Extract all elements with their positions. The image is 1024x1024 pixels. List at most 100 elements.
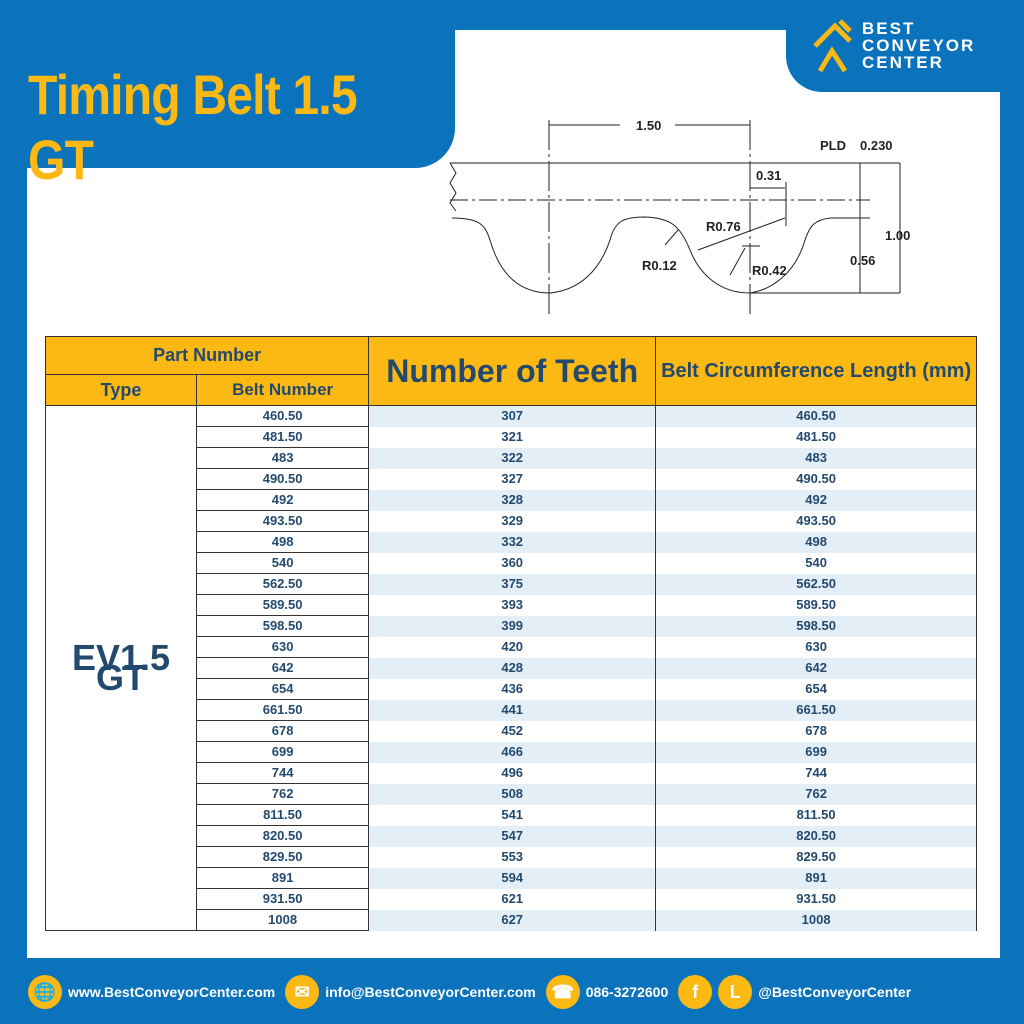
length-cell: 744 bbox=[655, 762, 977, 784]
belt-number-cell: 492 bbox=[195, 489, 370, 511]
email-icon: ✉ bbox=[285, 975, 320, 1009]
svg-text:1.50: 1.50 bbox=[636, 118, 661, 133]
length-cell: 498 bbox=[655, 531, 977, 553]
email-link[interactable]: info@BestConveyorCenter.com bbox=[325, 984, 536, 1000]
belt-number-cell: 699 bbox=[195, 741, 370, 763]
teeth-cell: 553 bbox=[368, 846, 657, 868]
phone-number[interactable]: 086-3272600 bbox=[585, 984, 669, 1000]
length-cell: 589.50 bbox=[655, 594, 977, 616]
line-icon[interactable]: L bbox=[718, 975, 753, 1009]
table-row: 498 332 498 bbox=[46, 531, 977, 553]
table-row: 829.50 553 829.50 bbox=[46, 846, 977, 868]
svg-text:0.56: 0.56 bbox=[850, 253, 875, 268]
teeth-cell: 327 bbox=[368, 468, 657, 490]
belt-number-cell: 481.50 bbox=[195, 426, 370, 448]
length-cell: 630 bbox=[655, 636, 977, 658]
teeth-cell: 466 bbox=[368, 741, 657, 763]
logo-icon bbox=[813, 19, 852, 73]
length-cell: 490.50 bbox=[655, 468, 977, 490]
teeth-cell: 496 bbox=[368, 762, 657, 784]
teeth-cell: 307 bbox=[368, 405, 657, 427]
table-row: 481.50 321 481.50 bbox=[46, 426, 977, 448]
teeth-cell: 332 bbox=[368, 531, 657, 553]
belt-number-cell: 589.50 bbox=[195, 594, 370, 616]
length-cell: 820.50 bbox=[655, 825, 977, 847]
length-cell: 654 bbox=[655, 678, 977, 700]
table-row: 891 594 891 bbox=[46, 867, 977, 889]
table-row: 492 328 492 bbox=[46, 489, 977, 511]
svg-text:0.31: 0.31 bbox=[756, 168, 781, 183]
length-cell: 642 bbox=[655, 657, 977, 679]
part-number-header: Part Number bbox=[44, 336, 370, 375]
table-row: 661.50 441 661.50 bbox=[46, 699, 977, 721]
svg-text:R0.76: R0.76 bbox=[706, 219, 741, 234]
teeth-cell: 508 bbox=[368, 783, 657, 805]
length-cell: 1008 bbox=[655, 909, 977, 931]
teeth-cell: 375 bbox=[368, 573, 657, 595]
page-title: Timing Belt 1.5 GT bbox=[28, 63, 358, 191]
table-row: 699 466 699 bbox=[46, 741, 977, 763]
length-cell: 460.50 bbox=[655, 405, 977, 427]
social-handle: @BestConveyorCenter bbox=[758, 984, 912, 1000]
teeth-cell: 360 bbox=[368, 552, 657, 574]
footer: 🌐 www.BestConveyorCenter.com ✉ info@BestCo… bbox=[28, 970, 1008, 1014]
belt-number-cell: 490.50 bbox=[195, 468, 370, 490]
belt-number-header: Belt Number bbox=[195, 374, 370, 406]
length-cell: 678 bbox=[655, 720, 977, 742]
type-cell: EV1.5 GT bbox=[45, 405, 197, 931]
belt-number-cell: 811.50 bbox=[195, 804, 370, 826]
table-row: 811.50 541 811.50 bbox=[46, 804, 977, 826]
table-row: 1008 627 1008 bbox=[46, 909, 977, 931]
logo-text: BEST CONVEYOR CENTER bbox=[862, 19, 976, 72]
belt-number-cell: 820.50 bbox=[195, 825, 370, 847]
teeth-cell: 428 bbox=[368, 657, 657, 679]
length-cell: 562.50 bbox=[655, 573, 977, 595]
svg-text:PLD: PLD bbox=[820, 138, 846, 153]
belt-number-cell: 642 bbox=[195, 657, 370, 679]
belt-number-cell: 562.50 bbox=[195, 573, 370, 595]
table-row: 493.50 329 493.50 bbox=[46, 510, 977, 532]
teeth-header: Number of Teeth bbox=[368, 336, 657, 406]
teeth-cell: 452 bbox=[368, 720, 657, 742]
teeth-cell: 321 bbox=[368, 426, 657, 448]
belt-number-cell: 931.50 bbox=[195, 888, 370, 910]
length-cell: 811.50 bbox=[655, 804, 977, 826]
table-row: 762 508 762 bbox=[46, 783, 977, 805]
globe-icon: 🌐 bbox=[28, 975, 62, 1009]
teeth-cell: 594 bbox=[368, 867, 657, 889]
website-link[interactable]: www.BestConveyorCenter.com bbox=[68, 984, 276, 1000]
length-cell: 492 bbox=[655, 489, 977, 511]
length-cell: 661.50 bbox=[655, 699, 977, 721]
teeth-cell: 399 bbox=[368, 615, 657, 637]
belt-number-cell: 1008 bbox=[195, 909, 370, 931]
length-cell: 699 bbox=[655, 741, 977, 763]
facebook-icon[interactable]: f bbox=[678, 975, 713, 1009]
belt-number-cell: 654 bbox=[195, 678, 370, 700]
table-row: 744 496 744 bbox=[46, 762, 977, 784]
teeth-cell: 393 bbox=[368, 594, 657, 616]
teeth-cell: 322 bbox=[368, 447, 657, 469]
table-row: 598.50 399 598.50 bbox=[46, 615, 977, 637]
svg-text:R0.12: R0.12 bbox=[642, 258, 677, 273]
length-cell: 540 bbox=[655, 552, 977, 574]
belt-number-cell: 891 bbox=[195, 867, 370, 889]
table-row: 589.50 393 589.50 bbox=[46, 594, 977, 616]
logo bbox=[786, 0, 1024, 92]
belt-number-cell: 460.50 bbox=[195, 405, 370, 427]
length-header: Belt Circumference Length (mm) bbox=[655, 336, 977, 406]
teeth-cell: 328 bbox=[368, 489, 657, 511]
teeth-cell: 541 bbox=[368, 804, 657, 826]
belt-number-cell: 661.50 bbox=[195, 699, 370, 721]
svg-text:0.230: 0.230 bbox=[860, 138, 893, 153]
length-cell: 891 bbox=[655, 867, 977, 889]
length-cell: 481.50 bbox=[655, 426, 977, 448]
teeth-cell: 436 bbox=[368, 678, 657, 700]
belt-number-cell: 483 bbox=[195, 447, 370, 469]
table-row: 820.50 547 820.50 bbox=[46, 825, 977, 847]
belt-number-cell: 829.50 bbox=[195, 846, 370, 868]
svg-text:R0.42: R0.42 bbox=[752, 263, 787, 278]
length-cell: 598.50 bbox=[655, 615, 977, 637]
table-row: 483 322 483 bbox=[46, 447, 977, 469]
type-header: Type bbox=[45, 374, 197, 406]
belt-number-cell: 498 bbox=[195, 531, 370, 553]
